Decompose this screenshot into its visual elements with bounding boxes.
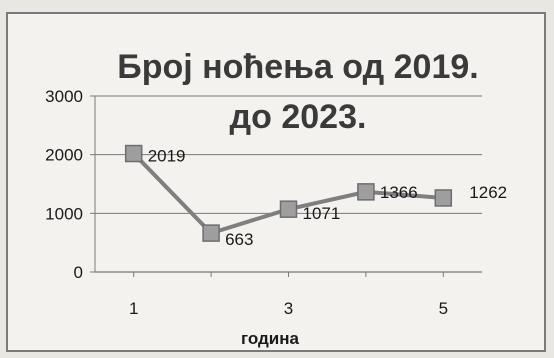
chart-frame — [6, 12, 546, 352]
x-tick-label: 5 — [439, 299, 448, 318]
data-point — [434, 189, 453, 207]
x-axis-label: година — [241, 329, 300, 348]
data-point — [124, 144, 143, 163]
x-tick-label: 3 — [284, 299, 293, 318]
series-layer: 2019 663 1071 1366 1262 — [124, 144, 507, 249]
x-tick-label: 1 — [129, 299, 138, 318]
chart-title-line2: до 2023. — [230, 98, 367, 136]
y-tick-label: 2000 — [45, 146, 83, 165]
y-tick-label: 0 — [74, 263, 83, 282]
y-tick-label: 3000 — [45, 87, 83, 106]
data-point — [279, 200, 298, 218]
y-tick-label: 1000 — [45, 204, 83, 223]
data-point — [202, 224, 220, 242]
data-label: 1366 — [380, 183, 418, 202]
chart-title-line1: Број ноћења од 2019. — [117, 48, 478, 86]
data-label: 1262 — [469, 183, 507, 202]
data-point — [357, 183, 375, 201]
data-label: 1071 — [303, 204, 341, 223]
data-label: 2019 — [148, 147, 186, 166]
data-label: 663 — [225, 230, 253, 249]
axis-layer: 0 1000 2000 3000 1 3 5 — [45, 87, 482, 318]
